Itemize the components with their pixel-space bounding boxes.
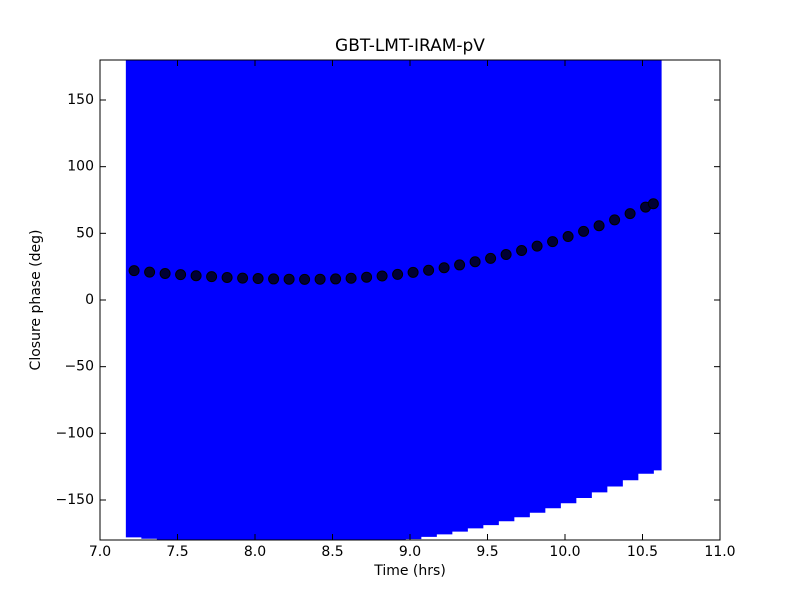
x-tick-label: 10.0 <box>549 544 580 560</box>
point <box>376 270 388 282</box>
point <box>485 252 497 264</box>
point <box>609 214 621 226</box>
axes: 7.0 7.5 8.0 8.5 9.0 9.5 10.0 10.5 11.0 −150 −100 −5… <box>56 60 736 560</box>
point <box>516 245 528 257</box>
point <box>469 256 481 268</box>
point <box>423 264 435 276</box>
point <box>283 273 295 285</box>
point <box>144 266 156 278</box>
point <box>237 272 249 284</box>
point <box>345 272 357 284</box>
x-tick-label: 8.0 <box>244 544 266 560</box>
y-tick-label: −50 <box>64 359 94 375</box>
point <box>531 240 543 252</box>
point <box>221 271 233 283</box>
point <box>252 273 264 285</box>
point <box>500 249 512 261</box>
point <box>206 271 218 283</box>
y-tick-label: −100 <box>56 425 94 441</box>
y-tick-label: 50 <box>76 225 94 241</box>
point <box>330 273 342 285</box>
plot-frame <box>99 59 721 541</box>
point <box>624 208 636 220</box>
point <box>299 273 311 285</box>
point <box>128 265 140 277</box>
point <box>407 266 419 278</box>
point <box>361 271 373 283</box>
point <box>159 267 171 279</box>
x-tick-label: 9.5 <box>476 544 498 560</box>
x-tick-label: 7.5 <box>166 544 188 560</box>
point <box>438 262 450 274</box>
point <box>454 259 466 271</box>
chart-title: GBT-LMT-IRAM-pV <box>335 36 485 56</box>
x-tick-label: 10.5 <box>627 544 658 560</box>
x-tick-label: 11.0 <box>704 544 735 560</box>
y-axis-label: Closure phase (deg) <box>28 230 44 371</box>
point <box>647 198 659 210</box>
y-tick-label: −150 <box>56 492 94 508</box>
point <box>593 220 605 232</box>
point <box>392 268 404 280</box>
point <box>175 269 187 281</box>
point <box>547 236 559 248</box>
y-tick-label: 150 <box>67 92 94 108</box>
point <box>190 270 202 282</box>
x-axis-label: Time (hrs) <box>373 563 446 579</box>
point <box>578 225 590 237</box>
y-tick-label: 0 <box>85 292 94 308</box>
x-tick-label: 7.0 <box>89 544 111 560</box>
x-tick-label: 8.5 <box>321 544 343 560</box>
x-tick-label: 9.0 <box>399 544 421 560</box>
y-tick-label: 100 <box>67 159 94 175</box>
point <box>562 231 574 243</box>
point <box>268 273 280 285</box>
point <box>314 273 326 285</box>
points <box>128 198 659 285</box>
